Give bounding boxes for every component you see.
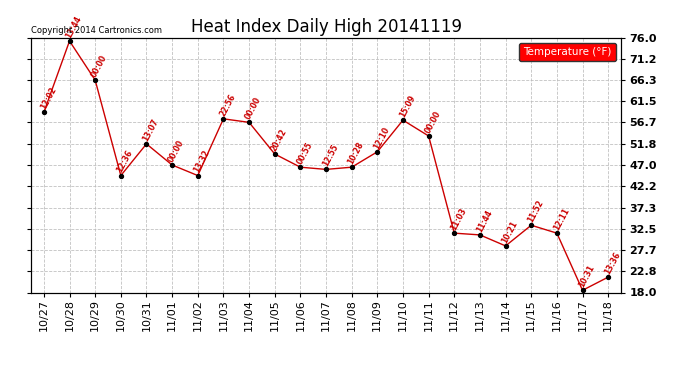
Point [193, 172, 204, 178]
Point [244, 119, 255, 125]
Point [141, 141, 152, 147]
Point [448, 230, 460, 236]
Text: Copyright 2014 Cartronics.com: Copyright 2014 Cartronics.com [31, 26, 162, 35]
Text: 15:09: 15:09 [397, 93, 417, 119]
Text: 13:44: 13:44 [64, 14, 83, 40]
Text: 11:03: 11:03 [449, 206, 469, 232]
Text: 12:36: 12:36 [115, 149, 135, 174]
Text: 10:31: 10:31 [577, 264, 596, 289]
Point [90, 77, 101, 83]
Text: 13:07: 13:07 [141, 117, 160, 142]
Point [346, 164, 357, 170]
Point [602, 274, 613, 280]
Text: 20:42: 20:42 [269, 127, 288, 153]
Title: Heat Index Daily High 20141119: Heat Index Daily High 20141119 [190, 18, 462, 36]
Text: 10:28: 10:28 [346, 140, 366, 166]
Point [551, 230, 562, 236]
Point [475, 232, 486, 238]
Point [115, 172, 126, 178]
Text: 00:00: 00:00 [423, 109, 442, 135]
Point [372, 149, 383, 155]
Point [39, 109, 50, 115]
Text: 10:21: 10:21 [500, 219, 520, 245]
Point [500, 243, 511, 249]
Text: 00:00: 00:00 [244, 96, 263, 121]
Text: 13:32: 13:32 [193, 149, 212, 174]
Point [423, 133, 434, 139]
Text: 12:10: 12:10 [372, 125, 391, 150]
Text: 11:44: 11:44 [475, 208, 494, 234]
Text: 12:02: 12:02 [39, 86, 58, 111]
Point [218, 116, 229, 122]
Text: 12:11: 12:11 [551, 206, 571, 232]
Point [526, 222, 537, 228]
Point [64, 38, 75, 44]
Point [321, 166, 332, 172]
Point [166, 162, 177, 168]
Point [577, 287, 588, 293]
Legend: Temperature (°F): Temperature (°F) [519, 43, 615, 61]
Point [295, 164, 306, 170]
Point [397, 117, 408, 123]
Text: 22:56: 22:56 [218, 92, 237, 117]
Text: 12:55: 12:55 [321, 143, 339, 168]
Text: 00:00: 00:00 [167, 138, 186, 164]
Text: 13:36: 13:36 [603, 250, 622, 276]
Point [269, 151, 280, 157]
Text: 00:00: 00:00 [90, 53, 109, 79]
Text: 00:55: 00:55 [295, 141, 314, 166]
Text: 11:52: 11:52 [526, 198, 545, 224]
